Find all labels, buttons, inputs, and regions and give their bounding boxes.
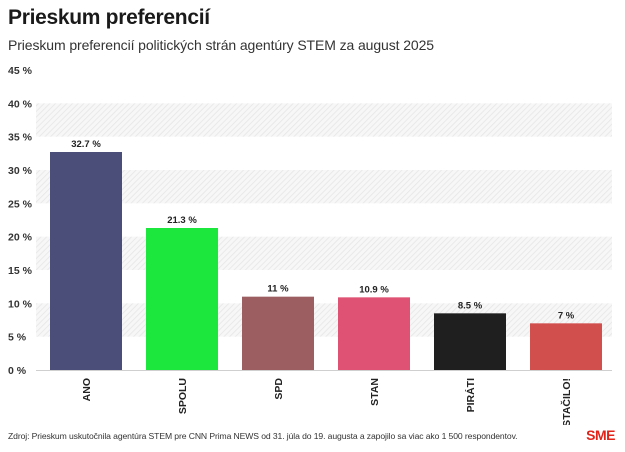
- y-tick-label: 5 %: [8, 332, 27, 344]
- y-tick-label: 15 %: [8, 265, 33, 277]
- y-tick-label: 45 %: [8, 65, 33, 77]
- sme-logo[interactable]: SME: [586, 427, 615, 443]
- y-tick-label: 25 %: [8, 198, 33, 210]
- y-axis: 0 % 5 % 10 % 15 % 20 % 25 % 30 % 35 % 40 % 45 %: [8, 65, 33, 377]
- data-label: 32.7 %: [71, 139, 101, 150]
- bar-stan: [338, 297, 410, 370]
- y-tick-label: 10 %: [8, 298, 33, 310]
- x-tick-label: PIRÁTI: [464, 378, 477, 413]
- x-tick-label: STAČILO!: [560, 378, 573, 425]
- grid-bands: [36, 103, 612, 337]
- y-tick-label: 0 %: [8, 365, 27, 377]
- bar-piráti: [434, 313, 506, 370]
- y-tick-label: 40 %: [8, 98, 33, 110]
- data-label: 7 %: [558, 310, 575, 321]
- x-tick-label: SPD: [273, 378, 285, 400]
- bar-spd: [242, 296, 314, 370]
- grid-band: [36, 170, 612, 204]
- data-label: 21.3 %: [167, 215, 197, 226]
- x-tick-label: STAN: [369, 378, 381, 406]
- bar-chart: 0 % 5 % 10 % 15 % 20 % 25 % 30 % 35 % 40 % 45 % 3…: [8, 65, 612, 425]
- data-label: 8.5 %: [458, 300, 483, 311]
- y-tick-label: 30 %: [8, 165, 33, 177]
- chart-subtitle: Prieskum preferencií politických strán a…: [8, 37, 434, 53]
- x-tick-label: ANO: [81, 378, 93, 401]
- bars-group: 32.7 % 21.3 % 11 % 10.9 % 8.5 % 7 %: [50, 139, 602, 370]
- source-note: Zdroj: Prieskum uskutočnila agentúra STE…: [8, 431, 518, 441]
- chart-title: Prieskum preferencií: [8, 6, 210, 29]
- bar-spolu: [146, 228, 218, 370]
- y-tick-label: 35 %: [8, 132, 33, 144]
- x-tick-label: SPOLU: [177, 378, 189, 414]
- y-tick-label: 20 %: [8, 232, 33, 244]
- bar-stačilo!: [530, 323, 602, 370]
- grid-band: [36, 103, 612, 137]
- x-axis: ANO SPOLU SPD STAN PIRÁTI STAČILO!: [36, 370, 612, 425]
- grid-band: [36, 303, 612, 337]
- grid-band: [36, 236, 612, 270]
- data-label: 11 %: [267, 284, 289, 295]
- data-label: 10.9 %: [359, 284, 389, 295]
- bar-ano: [50, 152, 122, 370]
